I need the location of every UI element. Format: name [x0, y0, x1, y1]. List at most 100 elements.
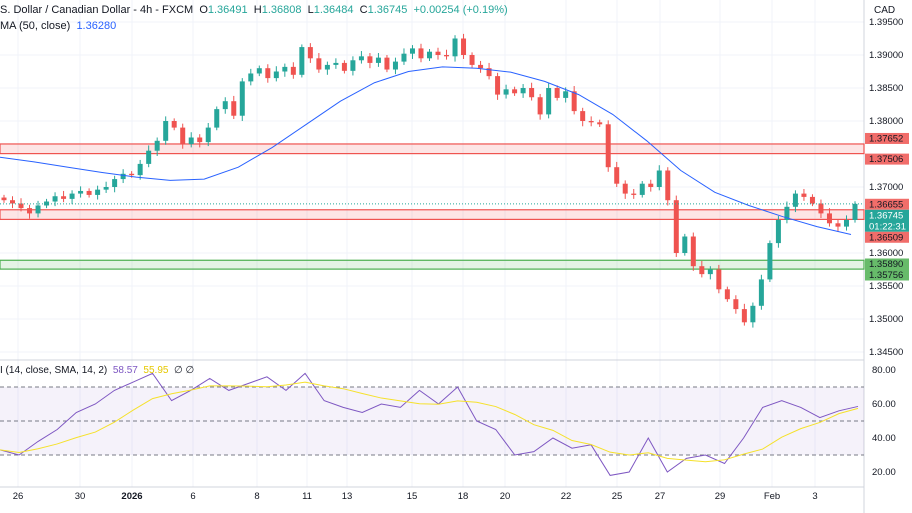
- time-tick-label: 30: [75, 491, 86, 502]
- price-tick-label: 1.38000: [869, 116, 903, 127]
- candle-body: [775, 220, 781, 244]
- candle-body: [784, 206, 790, 220]
- candle-body: [265, 68, 271, 79]
- price-tick-label: 1.37000: [869, 182, 903, 193]
- rsi-tick-label: 60.00: [872, 399, 896, 410]
- candle-body: [316, 58, 322, 70]
- time-tick-label: 20: [500, 491, 511, 502]
- ma50-line: [0, 66, 852, 236]
- candle-body: [801, 193, 807, 197]
- candle-body: [852, 203, 858, 220]
- candle-body: [307, 47, 313, 59]
- candle-body: [341, 62, 347, 71]
- candle-body: [520, 88, 526, 94]
- high-value: 1.36808: [261, 4, 302, 16]
- price-tick-label: 1.36000: [869, 248, 903, 259]
- candle-body: [231, 101, 237, 116]
- candle-body: [358, 56, 364, 61]
- high-label: H: [253, 4, 262, 16]
- candle-body: [290, 66, 296, 75]
- candle-body: [18, 203, 24, 209]
- time-tick-label: 2026: [121, 491, 142, 502]
- candle-body: [699, 266, 705, 275]
- candle-body: [724, 289, 730, 300]
- rsi-extra-1: ∅: [174, 365, 183, 376]
- candle-body: [665, 170, 671, 201]
- candle-body: [707, 269, 713, 275]
- candle-body: [614, 167, 620, 184]
- time-tick-label: 25: [612, 491, 623, 502]
- candle-body: [690, 236, 696, 267]
- candle-body: [639, 183, 645, 195]
- candle-body: [682, 236, 688, 253]
- candle-body: [180, 127, 186, 145]
- candle-body: [27, 208, 33, 214]
- candle-body: [418, 48, 424, 59]
- symbol-header: S. Dollar / Canadian Dollar - 4h - FXCM …: [0, 4, 508, 16]
- candle-body: [1, 197, 7, 201]
- candle-body: [461, 38, 467, 55]
- change-value: +0.00254 (+0.19%): [413, 4, 508, 16]
- candle-body: [835, 223, 841, 227]
- candle-body: [392, 61, 398, 70]
- candle-body: [10, 200, 16, 204]
- candle-body: [273, 71, 279, 79]
- candle-body: [137, 163, 143, 176]
- price-tick-label: 1.38500: [869, 83, 903, 94]
- rsi-legend[interactable]: I (14, close, SMA, 14, 2) 58.57 55.95 ∅ …: [0, 365, 194, 376]
- price-tick-label: 1.35000: [869, 314, 903, 325]
- candle-body: [427, 51, 432, 59]
- low-label: L: [307, 4, 314, 16]
- candle-body: [197, 137, 203, 143]
- rsi-signal-value: 55.95: [143, 365, 169, 376]
- price-label-chip: [865, 198, 909, 210]
- candle-body: [239, 81, 245, 116]
- price-tick-label: 1.35500: [869, 281, 903, 292]
- candle-body: [529, 88, 535, 98]
- candle-body: [767, 243, 773, 280]
- candle-body: [78, 190, 84, 194]
- candle-body: [214, 109, 220, 128]
- candle-body: [375, 57, 381, 63]
- candle-body: [452, 38, 458, 57]
- rsi-tick-label: 80.00: [872, 365, 896, 376]
- ma-legend[interactable]: MA (50, close) 1.36280: [0, 20, 116, 32]
- rsi-line: [0, 372, 859, 476]
- candle-body: [95, 189, 101, 195]
- candle-body: [282, 66, 288, 72]
- rsi-label: I (14, close, SMA, 14, 2): [0, 365, 108, 376]
- candle-body: [571, 91, 577, 112]
- candle-body: [256, 68, 262, 74]
- countdown-label: 01:22:31: [869, 221, 906, 232]
- candle-body: [435, 51, 441, 55]
- price-tick-label: 1.39500: [869, 17, 903, 28]
- candle-body: [52, 196, 58, 202]
- price-label-chip: [865, 132, 909, 144]
- candle-body: [826, 213, 832, 224]
- zone-resistance-0: [0, 143, 865, 155]
- rsi-extra-2: ∅: [185, 365, 195, 376]
- candle-body: [512, 89, 518, 94]
- time-tick-label: 18: [458, 491, 469, 502]
- candle-body: [409, 48, 415, 54]
- candle-body: [486, 68, 492, 77]
- open-value: 1.36491: [207, 4, 248, 16]
- zone-price-label: 1.37652: [869, 133, 903, 144]
- currency-label[interactable]: CAD: [874, 5, 896, 16]
- candle-body: [86, 190, 92, 195]
- open-label: O: [199, 4, 208, 16]
- rsi-tick-label: 40.00: [872, 433, 896, 444]
- candle-body: [44, 201, 50, 206]
- candle-body: [588, 121, 594, 123]
- price-tick-label: 1.34500: [869, 347, 903, 358]
- zone-price-label: 1.35890: [869, 259, 903, 270]
- candle-body: [401, 53, 407, 62]
- time-tick-label: 3: [812, 491, 817, 502]
- time-tick-label: 15: [407, 491, 418, 502]
- candle-body: [222, 101, 228, 110]
- candle-body: [248, 73, 254, 82]
- candle-body: [843, 220, 849, 227]
- candle-body: [384, 57, 390, 70]
- candle-body: [324, 64, 330, 70]
